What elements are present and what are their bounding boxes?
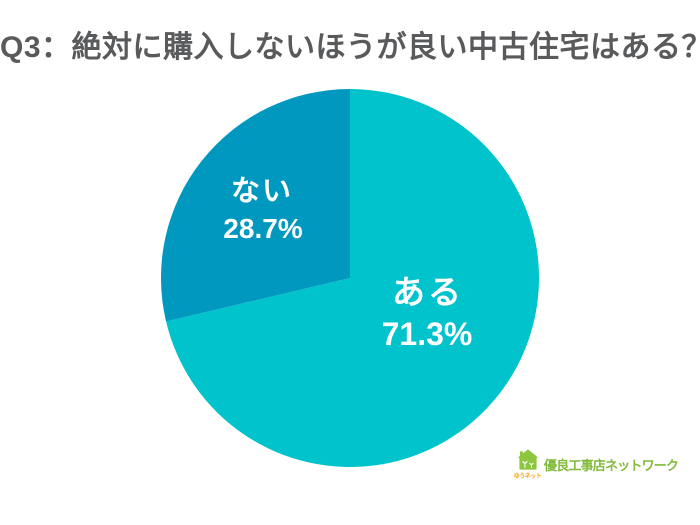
- logo-text: 優良工事店ネットワーク: [544, 458, 679, 473]
- pie-slice-0: [166, 89, 539, 467]
- logo-icon-block: ゆうネット: [513, 449, 542, 480]
- logo-caption: ゆうネット: [513, 474, 542, 480]
- brand-logo: ゆうネット 優良工事店ネットワーク: [513, 449, 679, 480]
- slice-value-aru: 71.3%: [381, 316, 473, 352]
- pie-svg: [161, 89, 539, 467]
- sprout-left: [521, 460, 528, 468]
- chart-title: Q3：絶対に購入しないほうが良い中古住宅はある？: [0, 31, 700, 64]
- sprout-right: [528, 462, 534, 468]
- slice-label-aru: ある: [392, 273, 464, 311]
- house-body: [518, 457, 537, 470]
- pie-slice-1: [161, 89, 350, 322]
- house-with-sprouts-icon: [517, 449, 538, 470]
- house-roof: [517, 449, 538, 458]
- slice-label-nai: ない: [230, 175, 294, 208]
- slice-value-nai: 28.7%: [223, 213, 303, 244]
- pie-chart: ない 28.7% ある 71.3%: [161, 89, 539, 467]
